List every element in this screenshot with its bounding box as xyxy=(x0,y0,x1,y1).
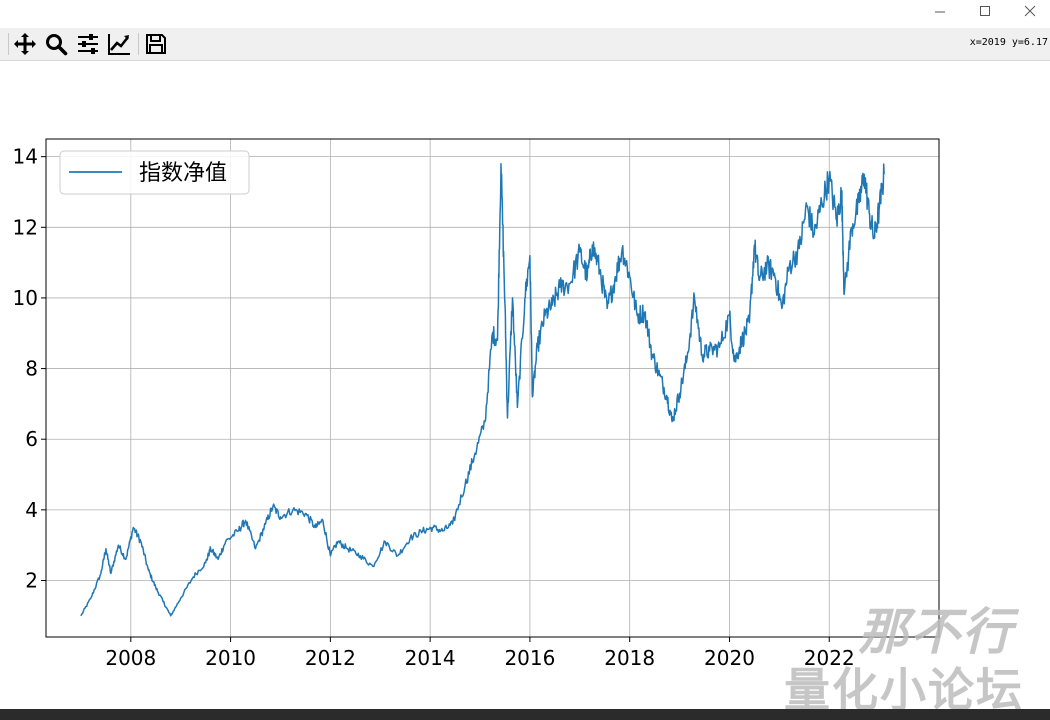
move-icon xyxy=(14,33,36,55)
toolbar-separator xyxy=(138,33,139,55)
edit-axis-button[interactable] xyxy=(107,32,133,56)
y-tick-label: 14 xyxy=(13,145,38,169)
x-tick-label: 2022 xyxy=(804,646,855,670)
x-tick-label: 2016 xyxy=(504,646,555,670)
legend-label: 指数净值 xyxy=(139,161,227,186)
maximize-button[interactable] xyxy=(963,0,1007,24)
series-layer xyxy=(80,162,885,617)
y-tick-label: 12 xyxy=(13,215,38,239)
close-button[interactable] xyxy=(1008,0,1050,24)
legend-box xyxy=(59,150,250,195)
zoom-icon xyxy=(46,34,68,56)
zoom-button[interactable] xyxy=(44,32,70,56)
x-tick-label: 2008 xyxy=(105,646,156,670)
toolbar-separator xyxy=(8,33,9,55)
minimize-icon xyxy=(935,11,945,13)
ticks: 2008 2010 2012 2014 2016 2018 2020 2022 2 4 6 8 10 12… xyxy=(13,145,855,670)
close-icon xyxy=(1024,5,1036,17)
navigation-toolbar: x=2019 y=6.17 xyxy=(0,28,1050,61)
legend: 指数净值 xyxy=(59,150,250,195)
watermark-line-1: 那不行 xyxy=(858,603,1014,661)
series-line xyxy=(80,162,885,617)
pan-button[interactable] xyxy=(13,32,39,56)
x-tick-label: 2012 xyxy=(305,646,356,670)
save-button[interactable] xyxy=(144,32,170,56)
minimize-button[interactable] xyxy=(918,0,962,24)
x-tick-label: 2020 xyxy=(704,646,755,670)
y-tick-label: 2 xyxy=(25,568,38,592)
coordinate-readout: x=2019 y=6.17 xyxy=(969,37,1048,48)
bottom-bar xyxy=(0,709,1050,720)
axes-frame xyxy=(45,138,940,638)
configure-subplots-button[interactable] xyxy=(76,32,102,56)
maximize-icon xyxy=(980,6,990,16)
window-title-bar xyxy=(0,0,1050,28)
trend-icon xyxy=(108,34,130,55)
line-chart[interactable]: 2008 2010 2012 2014 2016 2018 2020 2022 2 4 6 8 10 12… xyxy=(0,61,1050,709)
y-tick-label: 8 xyxy=(25,357,38,381)
x-tick-label: 2018 xyxy=(604,646,655,670)
y-tick-label: 10 xyxy=(13,286,38,310)
sliders-icon xyxy=(78,34,98,54)
watermark-line-2: 量化小论坛 xyxy=(784,663,1024,717)
y-tick-label: 6 xyxy=(25,427,38,451)
x-tick-label: 2010 xyxy=(205,646,256,670)
save-icon xyxy=(146,34,166,54)
x-tick-label: 2014 xyxy=(405,646,456,670)
y-tick-label: 4 xyxy=(25,498,38,522)
